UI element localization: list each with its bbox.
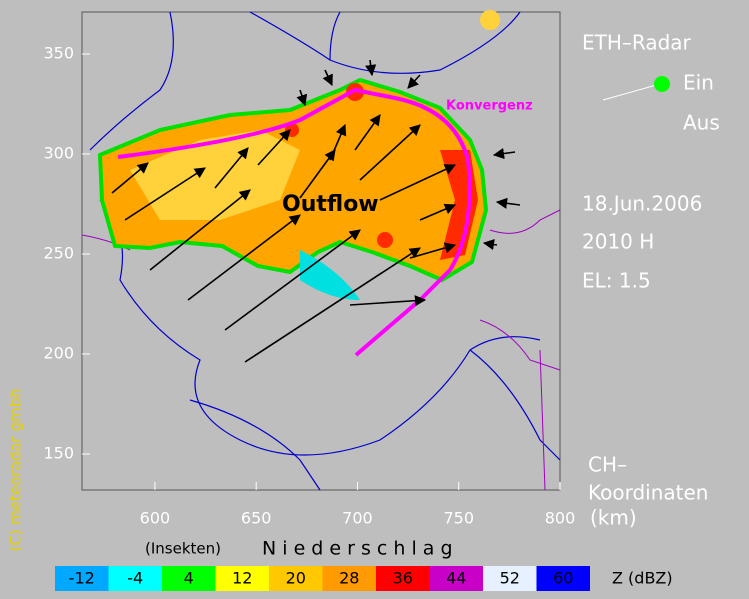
colorbar-label: 4 <box>184 569 194 588</box>
copyright: (C) meteoradar gmbh <box>7 388 25 551</box>
convergence-line <box>117 87 472 357</box>
colorbar-cell <box>536 566 590 591</box>
echo-core <box>377 232 393 248</box>
y-tick-label: 350 <box>43 44 74 63</box>
colorbar-cell <box>162 566 216 591</box>
axis-ticks: 600 650 700 750 800 150 200 250 300 350 <box>43 44 575 528</box>
axis-unit: (km) <box>590 506 637 530</box>
y-tick-label: 250 <box>43 244 74 263</box>
legend-off: Aus <box>683 111 720 135</box>
legend-line <box>602 83 661 101</box>
wind-arrows <box>111 59 521 363</box>
colorbar-left-label: (Insekten) <box>145 540 221 558</box>
colorbar-cell <box>429 566 483 591</box>
time: 2010 H <box>582 230 654 254</box>
convergence-label: Konvergenz <box>446 99 533 114</box>
colorbar: -12 -4 4 12 20 28 36 44 52 60 <box>55 566 590 591</box>
colorbar-label: 28 <box>339 569 359 588</box>
colorbar-right-label: N i e d e r s c h l a g <box>262 538 453 560</box>
x-tick-label: 600 <box>140 509 171 528</box>
legend-dot <box>654 76 670 92</box>
colorbar-label: 20 <box>286 569 306 588</box>
colorbar-cell <box>108 566 162 591</box>
colorbar-cell <box>269 566 323 591</box>
x-tick-label: 700 <box>342 509 373 528</box>
colorbar-label: 60 <box>553 569 573 588</box>
legend-on: Ein <box>683 71 714 95</box>
colorbar-label: -4 <box>127 569 143 588</box>
x-tick-label: 650 <box>241 509 272 528</box>
colorbar-unit: Z (dBZ) <box>612 569 673 588</box>
colorbar-cell <box>215 566 269 591</box>
colorbar-cell <box>483 566 537 591</box>
colorbar-cell <box>376 566 430 591</box>
x-tick-label: 750 <box>443 509 474 528</box>
x-tick-label: 800 <box>545 509 576 528</box>
elevation: EL: 1.5 <box>582 269 651 293</box>
map-lines <box>89 11 561 491</box>
colorbar-cell <box>322 566 376 591</box>
colorbar-label: -12 <box>69 569 95 588</box>
y-tick-label: 150 <box>43 444 74 463</box>
echo-spot <box>480 10 500 30</box>
date: 18.Jun.2006 <box>582 192 702 216</box>
radar-title: ETH–Radar <box>582 31 692 55</box>
colorbar-label: 12 <box>232 569 252 588</box>
axis-label: Koordinaten <box>588 481 708 505</box>
axis-label: CH– <box>588 453 627 477</box>
echo-light <box>130 130 300 220</box>
colorbar-cell <box>55 566 109 591</box>
colorbar-label: 36 <box>393 569 413 588</box>
y-tick-label: 200 <box>43 344 74 363</box>
colorbar-label: 44 <box>446 569 466 588</box>
colorbar-label: 52 <box>500 569 520 588</box>
y-tick-label: 300 <box>43 144 74 163</box>
outflow-label: Outflow <box>282 192 379 217</box>
radar-map: Konvergenz Outflow <box>81 10 561 491</box>
